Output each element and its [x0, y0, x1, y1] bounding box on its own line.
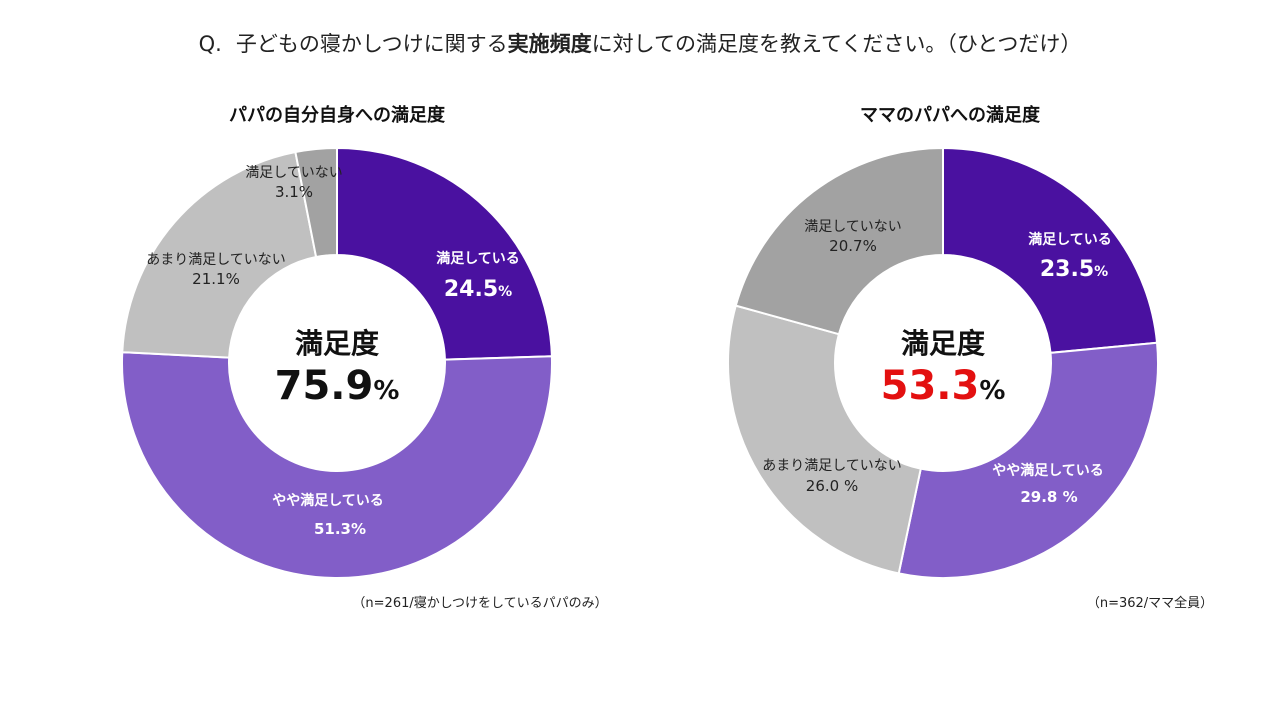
question-prefix: Q.: [198, 32, 222, 56]
chart2-slice-4: [734, 146, 944, 336]
chart1-slice-1-value: 24.5%: [444, 277, 512, 302]
chart1-slice-4-value: 3.1%: [275, 183, 313, 201]
chart2-slice-2-value: 29.8 %: [1020, 488, 1077, 506]
chart1-slice-3-value: 21.1%: [192, 270, 240, 288]
chart2-slice-3: [727, 304, 922, 575]
question-pre: 子どもの寝かしつけに関する: [235, 32, 508, 56]
chart1-slice-2: [121, 351, 553, 579]
chart2-note: （n=362/ママ全員）: [1087, 595, 1213, 611]
chart2-slice-3-label: あまり満足していない: [762, 458, 902, 474]
chart1-slice-4-label: 満足していない: [245, 165, 343, 181]
chart1-slice-2-label: やや満足している: [272, 492, 384, 509]
chart1-slice-2-value: 51.3%: [314, 520, 366, 538]
chart1-slice-3-label: あまり満足していない: [146, 252, 286, 268]
question-text: Q. 子どもの寝かしつけに関する実施頻度に対しての満足度を教えてください。（ひとつ…: [0, 28, 1280, 58]
chart2-center-label: 満足度: [901, 327, 985, 360]
chart1-slice-3: [121, 150, 318, 359]
chart2-title: ママのパパへの満足度: [860, 104, 1041, 126]
chart2-slice-1-label: 満足している: [1028, 231, 1112, 248]
question-post: に対しての満足度を教えてください。（ひとつだけ）: [591, 32, 1082, 56]
chart1-slice-4: [294, 146, 338, 259]
chart2-center-value: 53.3%: [881, 363, 1006, 409]
chart1-center-label: 満足度: [295, 327, 379, 360]
question-bold: 実施頻度: [507, 32, 592, 56]
chart2-slice-4-value: 20.7%: [829, 237, 877, 255]
chart2-slice-2: [897, 341, 1159, 579]
chart1-title: パパの自分自身への満足度: [229, 104, 446, 126]
chart1-center-value: 75.9%: [275, 363, 400, 409]
chart2-slice-4-label: 満足していない: [804, 219, 902, 235]
chart1-note: （n=261/寝かしつけをしているパパのみ）: [352, 595, 607, 611]
chart2-slice-1: [942, 146, 1159, 354]
chart2-slice-3-value: 26.0 %: [806, 477, 858, 495]
chart1-slice-1-label: 満足している: [436, 250, 520, 267]
chart2-slice-2-label: やや満足している: [992, 462, 1104, 479]
chart1-slice-1: [336, 146, 553, 361]
chart2-slice-1-value: 23.5%: [1040, 257, 1108, 282]
